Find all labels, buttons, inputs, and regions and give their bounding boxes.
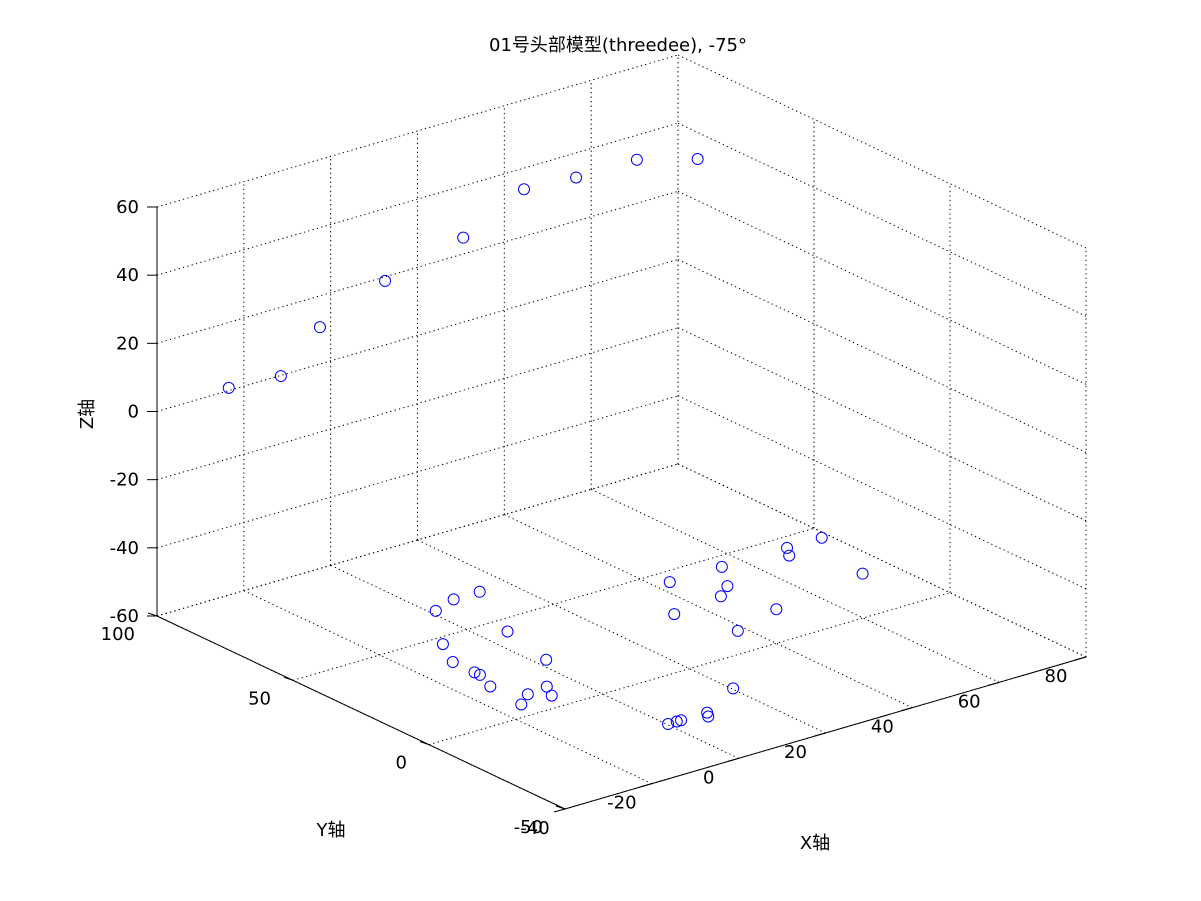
data-points bbox=[222, 153, 869, 731]
x-tick-label: 40 bbox=[871, 717, 894, 738]
data-point bbox=[856, 567, 869, 580]
z-tick-label: 0 bbox=[128, 402, 139, 423]
x-tick-mark bbox=[988, 681, 1000, 686]
back-wall-grid-z bbox=[156, 463, 679, 617]
back-wall-grid-z bbox=[156, 395, 679, 549]
floor-grid-line-x bbox=[590, 488, 1000, 683]
z-tick-label: 60 bbox=[116, 197, 139, 218]
y-tick-mark bbox=[419, 741, 430, 746]
data-point bbox=[468, 666, 481, 679]
y-axis-label: Y轴 bbox=[316, 820, 346, 841]
data-point bbox=[540, 680, 553, 693]
axes bbox=[147, 206, 1087, 813]
x-axis-label: X轴 bbox=[800, 833, 830, 854]
tick-labels: -40 -20 0 20 40 60 80 -50 0 50 100-60 -40 -20 0 20 40 60 bbox=[101, 197, 1068, 839]
data-point bbox=[545, 689, 558, 702]
data-point bbox=[379, 274, 392, 287]
x-tick-label: -20 bbox=[607, 793, 636, 814]
data-point bbox=[446, 656, 459, 669]
data-point bbox=[727, 682, 740, 695]
data-point bbox=[770, 603, 783, 616]
x-tick-mark bbox=[640, 783, 652, 788]
data-point bbox=[501, 625, 514, 638]
right-wall-grid-z bbox=[677, 54, 1087, 249]
x-tick-mark bbox=[814, 732, 826, 737]
y-tick-label: -50 bbox=[514, 817, 543, 838]
data-point bbox=[663, 576, 676, 589]
floor-grid-line-y bbox=[428, 592, 951, 746]
x-tick-mark bbox=[901, 707, 913, 712]
y-axis-line bbox=[156, 615, 566, 810]
data-point bbox=[815, 531, 828, 544]
data-point bbox=[731, 624, 744, 637]
data-point bbox=[691, 153, 704, 166]
data-point bbox=[484, 680, 497, 693]
data-point bbox=[515, 698, 528, 711]
data-point bbox=[630, 153, 643, 166]
right-wall-grid-z bbox=[677, 259, 1087, 453]
z-axis-label: Z轴 bbox=[77, 399, 98, 429]
floor-grid-line-x bbox=[504, 514, 913, 709]
z-tick-label: -40 bbox=[110, 538, 139, 559]
data-point bbox=[721, 580, 734, 593]
right-wall-grid-z bbox=[677, 327, 1087, 522]
grid-lines bbox=[156, 54, 1087, 810]
right-wall-grid-z bbox=[677, 190, 1087, 385]
floor-grid-line-x bbox=[417, 539, 826, 734]
y-tick-mark bbox=[283, 676, 294, 681]
z-tick-label: 20 bbox=[116, 333, 139, 354]
data-point bbox=[662, 718, 675, 731]
right-wall-grid-z bbox=[677, 122, 1087, 317]
data-point bbox=[675, 714, 688, 727]
data-point bbox=[457, 231, 470, 244]
x-tick-label: 20 bbox=[784, 742, 807, 763]
data-point bbox=[436, 638, 449, 651]
z-tick-label: 40 bbox=[116, 265, 139, 286]
back-wall-grid-z bbox=[156, 54, 679, 208]
data-point bbox=[222, 381, 235, 394]
data-point bbox=[570, 171, 583, 184]
x-tick-mark bbox=[1074, 656, 1087, 661]
floor-grid-line-x bbox=[243, 590, 653, 785]
x-tick-mark bbox=[727, 757, 739, 762]
data-point bbox=[781, 541, 794, 554]
data-point bbox=[313, 321, 326, 334]
right-wall-grid-z bbox=[677, 395, 1087, 590]
z-tick-label: -60 bbox=[110, 606, 139, 627]
back-wall-grid-z bbox=[156, 190, 679, 344]
back-wall-grid-z bbox=[156, 122, 679, 276]
data-point bbox=[670, 715, 683, 728]
x-tick-label: 0 bbox=[703, 767, 714, 788]
x-tick-label: -40 bbox=[520, 818, 549, 839]
y-tick-label: 0 bbox=[396, 753, 407, 774]
data-point bbox=[701, 706, 714, 719]
x-tick-label: 80 bbox=[1045, 666, 1068, 687]
x-tick-label: 60 bbox=[958, 691, 981, 712]
y-tick-mark bbox=[555, 805, 566, 810]
back-wall-grid-z bbox=[156, 327, 679, 481]
data-point bbox=[715, 560, 728, 573]
x-tick-mark bbox=[553, 808, 566, 813]
data-point bbox=[473, 585, 486, 598]
floor-grid-line-y bbox=[292, 527, 815, 681]
y-tick-label: 100 bbox=[101, 624, 135, 645]
data-point bbox=[668, 608, 681, 621]
y-tick-label: 50 bbox=[248, 688, 271, 709]
data-point bbox=[540, 653, 553, 666]
data-point bbox=[429, 604, 442, 617]
data-point bbox=[521, 688, 534, 701]
chart-title: 01号头部模型(threedee), -75° bbox=[489, 35, 747, 56]
right-wall-grid-z bbox=[677, 463, 1087, 658]
data-point bbox=[783, 549, 796, 562]
data-point bbox=[274, 370, 287, 383]
back-wall-grid-z bbox=[156, 259, 679, 412]
data-point bbox=[473, 668, 486, 681]
data-point bbox=[447, 593, 460, 606]
floor-grid-line-x bbox=[330, 564, 739, 759]
z-tick-label: -20 bbox=[110, 470, 139, 491]
data-point bbox=[714, 590, 727, 603]
data-point bbox=[518, 183, 530, 196]
